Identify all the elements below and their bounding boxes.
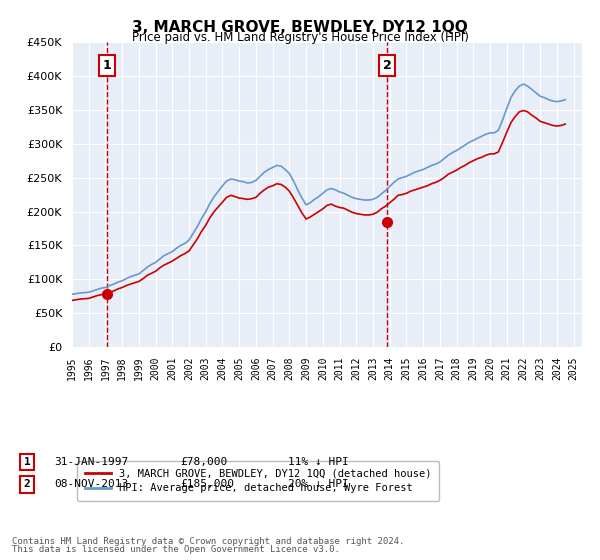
Text: 2: 2 [23, 479, 31, 489]
Text: 31-JAN-1997: 31-JAN-1997 [54, 457, 128, 467]
Text: 1: 1 [23, 457, 31, 467]
Text: 20% ↓ HPI: 20% ↓ HPI [288, 479, 349, 489]
Legend: 3, MARCH GROVE, BEWDLEY, DY12 1QQ (detached house), HPI: Average price, detached: 3, MARCH GROVE, BEWDLEY, DY12 1QQ (detac… [77, 461, 439, 501]
Text: This data is licensed under the Open Government Licence v3.0.: This data is licensed under the Open Gov… [12, 545, 340, 554]
Text: Contains HM Land Registry data © Crown copyright and database right 2024.: Contains HM Land Registry data © Crown c… [12, 537, 404, 546]
Text: 1: 1 [103, 59, 111, 72]
Text: 3, MARCH GROVE, BEWDLEY, DY12 1QQ: 3, MARCH GROVE, BEWDLEY, DY12 1QQ [132, 20, 468, 35]
Text: 2: 2 [383, 59, 392, 72]
Text: 11% ↓ HPI: 11% ↓ HPI [288, 457, 349, 467]
Text: £78,000: £78,000 [180, 457, 227, 467]
Text: Price paid vs. HM Land Registry's House Price Index (HPI): Price paid vs. HM Land Registry's House … [131, 31, 469, 44]
Text: £185,000: £185,000 [180, 479, 234, 489]
Text: 08-NOV-2013: 08-NOV-2013 [54, 479, 128, 489]
